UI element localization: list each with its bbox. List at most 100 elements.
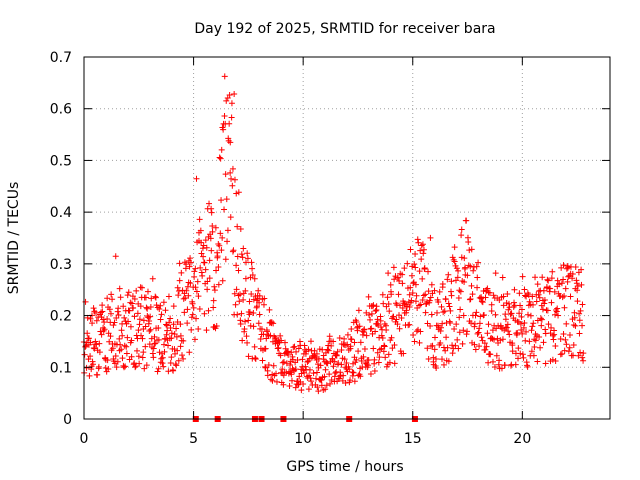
data-point [310,370,317,377]
chart-title: Day 192 of 2025, SRMTID for receiver bar… [194,21,495,37]
data-point [94,371,101,378]
data-point [355,307,362,314]
data-point [87,315,94,322]
data-point [111,319,118,326]
data-point [175,357,182,364]
data-point [477,313,484,320]
data-point [224,238,231,245]
data-point [175,287,182,294]
data-point [96,340,103,347]
data-point [93,309,100,316]
data-point [544,307,551,314]
data-point [312,354,319,361]
data-point [438,356,445,363]
data-point [448,292,455,299]
data-point [526,298,533,305]
data-point [206,275,213,282]
data-point [288,371,295,378]
data-point [202,237,209,244]
data-point [174,347,181,354]
data-point [222,171,229,178]
data-point [266,306,273,313]
data-point [216,154,223,161]
data-point [526,338,533,345]
data-point [473,263,480,270]
data-point [260,331,267,338]
data-point [184,320,191,327]
data-point [448,278,455,285]
data-point [511,302,518,309]
data-point [261,295,268,302]
data-point [373,303,380,310]
data-point [442,347,449,354]
data-point [390,313,397,320]
data-point [246,298,253,305]
data-point [209,222,216,229]
data-point [576,330,583,337]
data-point [176,260,183,267]
data-point [579,301,586,308]
data-point [540,339,547,346]
data-point [144,313,151,320]
data-point [151,340,158,347]
data-point [223,196,230,203]
data-point [466,247,473,254]
data-point [538,316,545,323]
data-point [196,216,203,223]
data-point [388,334,395,341]
data-point [421,264,428,271]
data-point [138,332,145,339]
data-point [464,272,471,279]
data-point [118,327,125,334]
data-point [433,365,440,372]
data-point [99,308,106,315]
data-point [503,324,510,331]
data-point [365,357,372,364]
data-point [578,266,585,273]
data-point [398,314,405,321]
data-point [233,262,240,269]
data-point [148,295,155,302]
data-point [505,300,512,307]
data-point [107,310,114,317]
data-point [399,305,406,312]
data-point [473,309,480,316]
data-point [452,277,459,284]
data-point [199,272,206,279]
data-point [278,337,285,344]
data-point [357,373,364,380]
data-point [187,255,194,262]
data-point [167,325,174,332]
data-point [184,283,191,290]
data-point [504,290,511,297]
data-point [517,302,524,309]
data-point [104,295,111,302]
data-point [234,253,241,260]
data-point [149,350,156,357]
data-point [444,344,451,351]
data-point [368,325,375,332]
data-point [219,234,226,241]
data-point [180,337,187,344]
data-point [267,332,274,339]
data-point [262,345,269,352]
data-point [490,292,497,299]
data-point [134,347,141,354]
data-point [472,312,479,319]
data-point [422,291,429,298]
data-point [208,247,215,254]
data-point [333,352,340,359]
data-point [165,293,172,300]
data-point [248,259,255,266]
data-point [146,318,153,325]
data-point [527,312,534,319]
data-point [457,306,464,313]
y-tick-label: 0.3 [50,257,72,273]
data-point [478,334,485,341]
data-point [244,339,251,346]
data-point [529,293,536,300]
data-point [577,307,584,314]
data-point [222,256,229,263]
data-point [519,330,526,337]
data-point [428,311,435,318]
